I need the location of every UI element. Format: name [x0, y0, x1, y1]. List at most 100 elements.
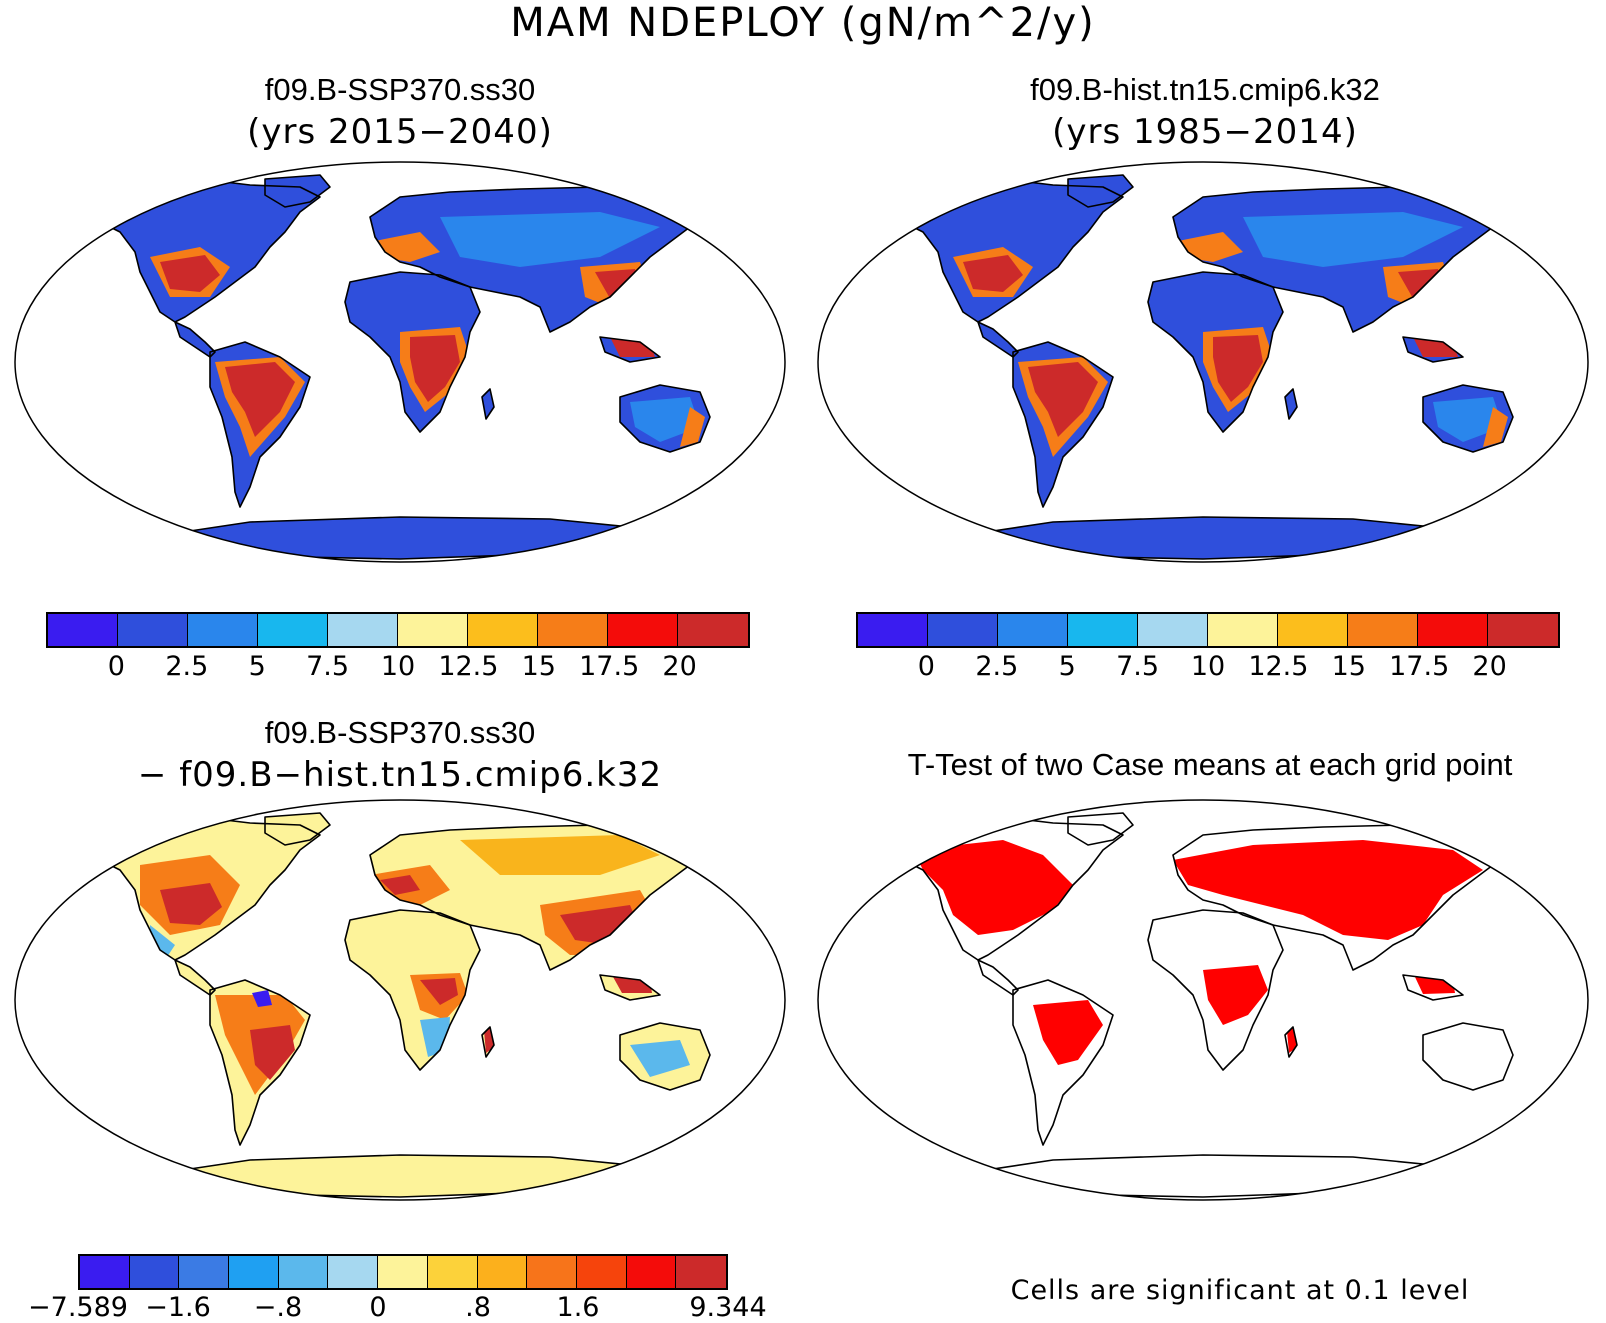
land-centralAmerica — [978, 322, 1018, 357]
colorbar-tick-label: −.8 — [253, 1292, 303, 1323]
land-australia — [1423, 1023, 1513, 1090]
colorbar-swatch — [538, 614, 608, 646]
colorbar-tick-label: 5 — [248, 651, 266, 682]
value-region — [680, 407, 705, 447]
map-border — [817, 161, 1589, 563]
colorbar-swatch — [527, 1256, 577, 1288]
colorbar-swatch — [188, 614, 258, 646]
case2-title: f09.B-hist.tn15.cmip6.k32 — [1030, 72, 1380, 107]
value-region — [1213, 335, 1263, 402]
case1-subtitle: (yrs 2015−2040) — [247, 112, 553, 152]
colorbar-tick-label: −1.6 — [145, 1292, 211, 1323]
value-region — [410, 335, 460, 402]
value-region — [160, 255, 220, 292]
colorbar-tick-label: 9.344 — [689, 1292, 767, 1323]
colorbar-swatch — [477, 1256, 528, 1288]
colorbar-tick-label: .8 — [465, 1292, 491, 1323]
significant-region — [1173, 840, 1483, 940]
land-centralAmerica — [175, 960, 215, 995]
value-region — [460, 835, 660, 875]
colorbar-swatch — [678, 614, 748, 646]
land-northAmerica — [95, 179, 320, 322]
figure-title: MAM NDEPLOY (gN/m^2/y) — [510, 0, 1096, 46]
map-border — [817, 799, 1589, 1201]
colorbar-swatch — [998, 614, 1068, 646]
value-region — [250, 1025, 295, 1080]
colorbar-swatch — [328, 1256, 379, 1288]
colorbar-tick-label: 17.5 — [1389, 651, 1450, 682]
colorbar-swatch — [1348, 614, 1418, 646]
colorbar-tick-label: 10 — [1190, 651, 1226, 682]
diff-subtitle: − f09.B−hist.tn15.cmip6.k32 — [137, 755, 663, 795]
case1-title: f09.B-SSP370.ss30 — [264, 72, 536, 107]
colorbar-swatch — [576, 1256, 627, 1288]
colorbar-swatch — [398, 614, 468, 646]
value-region — [252, 990, 272, 1007]
colorbar-tick-label: −7.589 — [28, 1292, 128, 1323]
colorbar-tick-label: 1.6 — [556, 1292, 600, 1323]
land-antarctica — [953, 1155, 1453, 1197]
value-region — [630, 1040, 690, 1077]
value-region — [963, 255, 1023, 292]
colorbar-case2 — [856, 612, 1560, 648]
colorbar-swatch — [378, 1256, 428, 1288]
case2-subtitle: (yrs 1985−2014) — [1052, 112, 1358, 152]
significant-region — [1203, 965, 1268, 1025]
colorbar-tick-label: 15 — [521, 651, 556, 682]
colorbar-tick-label: 2.5 — [975, 651, 1019, 682]
map-diff — [14, 799, 786, 1201]
significance-note: Cells are significant at 0.1 level — [1010, 1275, 1470, 1306]
colorbar-swatch — [118, 614, 188, 646]
colorbar-tick-label: 7.5 — [306, 651, 350, 682]
colorbar-tick-label: 20 — [1472, 651, 1507, 682]
land-centralAmerica — [978, 960, 1018, 995]
colorbar-swatch — [928, 614, 998, 646]
colorbar-swatch — [48, 614, 118, 646]
colorbar-tick-label: 2.5 — [165, 651, 209, 682]
colorbar-swatch — [1488, 614, 1558, 646]
colorbar-swatch — [427, 1256, 478, 1288]
value-region — [440, 212, 660, 267]
colorbar-tick-label: 15 — [1331, 651, 1366, 682]
land-antarctica — [150, 1155, 650, 1197]
value-region — [612, 975, 652, 993]
map-case1 — [14, 161, 786, 563]
map-border — [14, 161, 786, 563]
colorbar-tick-label: 12.5 — [1248, 651, 1309, 682]
ttest-title: T-Test of two Case means at each grid po… — [907, 747, 1513, 782]
value-region — [1243, 212, 1463, 267]
land-antarctica — [150, 517, 650, 559]
colorbar-swatch — [858, 614, 928, 646]
colorbar-tick-label: 0 — [369, 1292, 387, 1323]
colorbar-case1-labels: 0 2.5 5 7.5 10 12.5 15 17.5 20 — [46, 651, 750, 685]
land-antarctica — [953, 517, 1453, 559]
colorbar-tick-label: 0 — [917, 651, 935, 682]
colorbar-swatch — [229, 1256, 279, 1288]
colorbar-swatch — [258, 614, 328, 646]
value-region — [1483, 407, 1508, 447]
colorbar-swatch — [626, 1256, 677, 1288]
colorbar-swatch — [80, 1256, 130, 1288]
colorbar-swatch — [278, 1256, 329, 1288]
colorbar-diff — [78, 1254, 728, 1290]
colorbar-tick-label: 7.5 — [1116, 651, 1160, 682]
map-case2 — [817, 161, 1589, 563]
value-region — [420, 978, 458, 1005]
colorbar-swatch — [1068, 614, 1138, 646]
value-region — [160, 883, 222, 925]
colorbar-tick-label: 0 — [107, 651, 125, 682]
land-centralAmerica — [175, 322, 215, 357]
colorbar-tick-label: 17.5 — [579, 651, 640, 682]
colorbar-swatch — [608, 614, 678, 646]
colorbar-swatch — [179, 1256, 230, 1288]
colorbar-tick-label: 10 — [380, 651, 416, 682]
colorbar-swatch — [1418, 614, 1488, 646]
value-region — [630, 397, 700, 442]
diff-title: f09.B-SSP370.ss30 — [264, 715, 536, 750]
value-region — [1028, 362, 1098, 437]
colorbar-tick-label: 12.5 — [438, 651, 499, 682]
colorbar-swatch — [1208, 614, 1278, 646]
map-ttest — [817, 799, 1589, 1201]
colorbar-diff-labels: −7.589 −1.6 −.8 0 .8 1.6 9.344 — [28, 1292, 767, 1323]
colorbar-tick-label: 20 — [662, 651, 697, 682]
